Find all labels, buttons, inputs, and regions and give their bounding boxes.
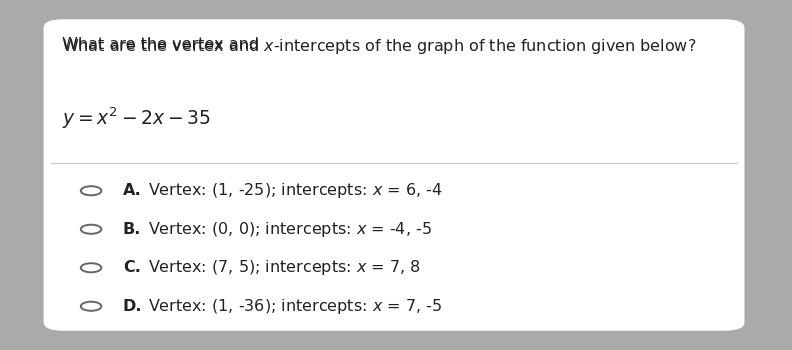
Text: C.: C. <box>123 260 141 275</box>
Text: Vertex: (1, -25); intercepts: $x$ = 6, -4: Vertex: (1, -25); intercepts: $x$ = 6, -… <box>148 181 443 200</box>
Text: Vertex: (1, -36); intercepts: $x$ = 7, -5: Vertex: (1, -36); intercepts: $x$ = 7, -… <box>148 297 442 316</box>
Text: Vertex: (0, 0); intercepts: $x$ = -4, -5: Vertex: (0, 0); intercepts: $x$ = -4, -5 <box>148 220 432 239</box>
FancyBboxPatch shape <box>44 19 744 331</box>
Text: What are the vertex and $x$-intercepts of the graph of the function given below?: What are the vertex and $x$-intercepts o… <box>62 37 696 56</box>
Text: $y = x^2 - 2x - 35$: $y = x^2 - 2x - 35$ <box>62 105 211 131</box>
Text: D.: D. <box>123 299 143 314</box>
Text: B.: B. <box>123 222 141 237</box>
Text: What are the vertex and: What are the vertex and <box>62 37 264 52</box>
Text: A.: A. <box>123 183 142 198</box>
Text: What are the vertex and: What are the vertex and <box>62 37 264 52</box>
Text: Vertex: (7, 5); intercepts: $x$ = 7, 8: Vertex: (7, 5); intercepts: $x$ = 7, 8 <box>148 258 421 277</box>
